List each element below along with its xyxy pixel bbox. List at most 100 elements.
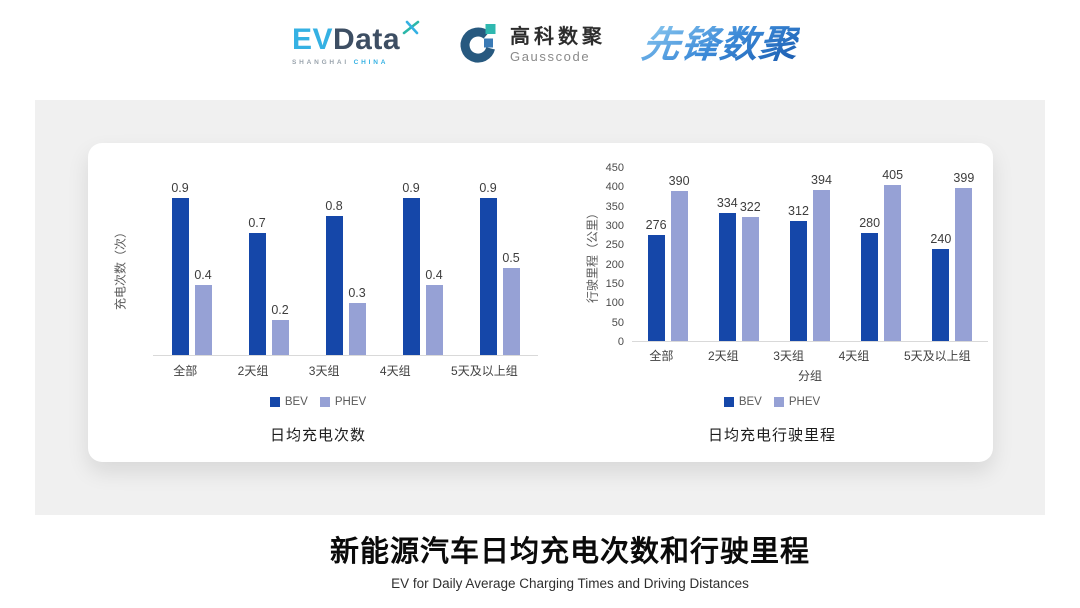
bar-value-label: 322 [739,200,761,215]
bar-slot-bev: 280 [859,168,880,341]
bar-value-label: 0.4 [425,268,443,283]
bar-phev [884,185,902,341]
bar-bev [789,221,807,341]
legend: BEV PHEV [98,396,538,408]
bar-value-label: 0.9 [479,181,497,196]
legend-item-bev: BEV [723,396,762,408]
bar-slot-phev: 0.2 [271,181,289,355]
bar-group: 0.9 0.5 [479,181,520,355]
chart-title: 日均充电次数 [269,427,366,444]
y-axis-tick: 250 [605,239,624,252]
legend-swatch-phev [319,397,330,407]
charts-card: 充电次数（次） 0.9 0.4 0.7 0.2 0.8 0.3 0.9 0.4 0.9 0.5 全… [88,143,993,462]
bar-bev [718,212,736,341]
plot-area: 0.9 0.4 0.7 0.2 0.8 0.3 0.9 0.4 0.9 0.5 [153,181,538,356]
bar-phev [348,302,366,355]
legend-swatch-phev [773,397,784,407]
bar-phev [502,268,520,355]
bar-value-label: 0.4 [194,268,212,283]
x-axis-label: 5天及以上组 [903,349,971,363]
bar-value-label: 240 [930,231,952,246]
legend-label: BEV [284,396,308,408]
x-axis-label: 2天组 [237,364,269,378]
y-axis-tick: 200 [605,258,624,271]
gausscode-logo: 高科数聚 Gausscode [457,22,606,68]
legend-swatch-bev [269,397,280,407]
evdata-data-text: Data [332,22,401,56]
y-axis-title: 充电次数（次） [113,225,128,311]
bar-slot-bev: 0.8 [325,181,343,355]
bar-slot-bev: 0.7 [248,181,266,355]
bar-group: 0.8 0.3 [325,181,366,355]
bar-slot-phev: 0.4 [194,181,212,355]
legend-item-bev: BEV [269,396,308,408]
xianfeng-wordmark: 先锋数聚 [639,24,801,66]
bar-value-label: 0.5 [502,251,520,265]
bar-slot-bev: 0.9 [171,181,189,355]
y-axis-tick: 450 [605,162,624,174]
bar-slot-bev: 312 [788,168,809,341]
bar-bev [171,198,189,355]
chart-daily-driving-distance: 行驶里程（公里） 0 50 100 150 200 250 300 350 400 450 276… [566,161,988,453]
bar-value-label: 399 [953,170,975,185]
bar-slot-phev: 405 [882,168,903,341]
x-axis-label: 3天组 [308,364,340,378]
bar-bev [647,234,665,341]
x-axis-labels: 全部 2天组 3天组 4天组 5天及以上组 [632,347,988,364]
bar-slot-phev: 0.4 [425,181,443,355]
bar-bev [932,248,950,341]
evdata-star-icon [402,20,420,34]
bar-value-label: 394 [811,172,832,187]
bar-slot-phev: 394 [811,168,832,341]
gausscode-text: 高科数聚 Gausscode [510,26,606,64]
bar-phev [670,191,688,341]
legend-label: PHEV [788,396,821,408]
bar-slot-phev: 0.3 [348,181,366,355]
bar-value-label: 0.9 [171,181,189,196]
y-axis-tick: 400 [605,181,624,194]
gausscode-g-icon [460,24,496,63]
report-title: 新能源汽车日均充电次数和行驶里程 [329,536,810,568]
y-axis-tick: 0 [617,336,624,348]
bar-slot-bev: 240 [930,168,952,341]
bar-value-label: 0.8 [325,198,343,213]
bar-value-label: 0.2 [271,303,289,318]
x-axis-title: 分组 [797,369,822,383]
bar-slot-bev: 0.9 [402,181,420,355]
bar-phev [741,217,759,341]
legend-swatch-bev [723,397,734,407]
evdata-ev-text: EV [291,22,333,56]
bar-group: 0.7 0.2 [248,181,289,355]
bar-group: 312 394 [788,168,832,341]
x-axis-labels: 全部 2天组 3天组 4天组 5天及以上组 [153,362,538,379]
bar-phev [271,320,289,355]
footer: 新能源汽车日均充电次数和行驶里程 EV for Daily Average Ch… [60,528,1080,591]
x-axis-label: 5天及以上组 [451,364,518,378]
bar-group: 0.9 0.4 [402,181,443,355]
y-axis-ticks: 0 50 100 150 200 250 300 350 400 450 [584,162,624,348]
legend-item-phev: PHEV [319,396,366,408]
bar-slot-phev: 399 [953,168,975,341]
y-axis-tick: 150 [605,278,624,290]
gausscode-chinese-name: 高科数聚 [510,26,607,48]
bar-group: 0.9 0.4 [171,181,212,355]
plot-area: 276 390 334 322 312 394 280 405 240 399 [632,168,988,342]
bar-group: 334 322 [717,168,761,341]
header-logos: EV Data SHANGHAI CHINA 高科数聚 Gausscode [0,20,1080,68]
report-subtitle: EV for Daily Average Charging Times and … [391,576,749,591]
xianfeng-logo: 先锋数聚 [639,24,801,66]
bar-value-label: 312 [788,204,809,219]
bar-value-label: 0.9 [402,181,420,196]
legend-item-phev: PHEV [773,396,821,408]
y-axis-tick: 100 [605,297,624,310]
bar-slot-phev: 390 [668,168,690,341]
bar-value-label: 390 [668,174,690,189]
chart-title: 日均充电行驶里程 [707,427,836,444]
bar-bev [325,215,343,355]
bar-phev [812,189,830,341]
bar-bev [861,233,879,341]
bar-group: 280 405 [859,168,903,341]
evdata-china-text: CHINA [353,58,389,66]
x-axis-label: 3天组 [773,349,804,363]
